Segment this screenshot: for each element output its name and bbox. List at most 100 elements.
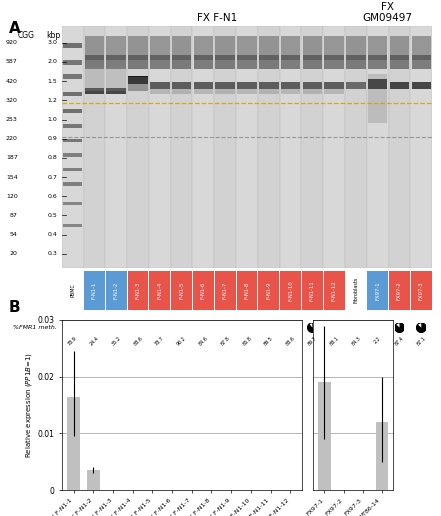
Circle shape — [286, 323, 295, 332]
Text: 0.7: 0.7 — [48, 174, 57, 180]
Wedge shape — [116, 323, 121, 331]
Bar — [106, 55, 126, 70]
Text: 0.3: 0.3 — [48, 251, 57, 256]
Bar — [128, 75, 148, 84]
Circle shape — [177, 323, 187, 332]
Text: A: A — [9, 21, 21, 36]
Bar — [324, 82, 344, 94]
Bar — [375, 422, 388, 490]
Text: %FMR1 meth.: %FMR1 meth. — [14, 325, 57, 330]
Bar — [318, 382, 331, 490]
Bar — [389, 26, 411, 268]
Circle shape — [155, 323, 164, 332]
Bar — [390, 55, 409, 70]
Bar — [390, 82, 409, 89]
Text: 2.2: 2.2 — [373, 336, 382, 345]
Bar — [106, 88, 126, 94]
Circle shape — [242, 323, 252, 332]
Text: 1.0: 1.0 — [48, 117, 57, 122]
Bar — [150, 82, 170, 89]
Bar — [171, 26, 192, 268]
Bar — [215, 82, 235, 94]
Text: 35.2: 35.2 — [111, 336, 122, 347]
Bar — [281, 82, 300, 94]
Text: 90.2: 90.2 — [176, 336, 187, 347]
Wedge shape — [351, 323, 361, 332]
Text: F-N1-9: F-N1-9 — [266, 282, 271, 299]
Wedge shape — [242, 323, 252, 332]
Bar — [87, 471, 100, 490]
Bar — [63, 139, 82, 142]
Bar — [215, 36, 235, 60]
Bar — [346, 55, 366, 70]
Wedge shape — [68, 323, 78, 332]
Bar — [259, 36, 279, 60]
Bar — [236, 26, 258, 268]
Circle shape — [307, 323, 317, 332]
Text: F-N1-8: F-N1-8 — [244, 282, 250, 299]
Bar — [194, 36, 213, 60]
Bar — [215, 55, 235, 70]
Text: 54: 54 — [10, 232, 18, 237]
Text: 0.8: 0.8 — [48, 155, 57, 160]
Circle shape — [329, 323, 339, 332]
Bar — [172, 82, 191, 89]
Bar — [63, 224, 82, 227]
Text: Fibroblasts: Fibroblasts — [353, 277, 359, 303]
Bar — [194, 82, 213, 94]
Text: 920: 920 — [6, 40, 18, 45]
Text: 20: 20 — [10, 251, 18, 256]
Bar — [259, 82, 279, 89]
Bar — [302, 26, 323, 268]
Text: 320: 320 — [6, 98, 18, 103]
Bar — [85, 88, 104, 94]
Bar — [172, 55, 191, 70]
Bar — [411, 82, 431, 89]
Text: 87.8: 87.8 — [220, 336, 231, 347]
Bar — [128, 77, 148, 91]
Bar — [237, 55, 257, 70]
Text: 2.0: 2.0 — [48, 59, 57, 64]
Bar — [390, 36, 409, 60]
Bar — [105, 26, 127, 268]
Text: F-N1-6: F-N1-6 — [201, 282, 206, 299]
Text: 154: 154 — [6, 174, 18, 180]
Wedge shape — [133, 323, 143, 332]
Text: 420: 420 — [6, 78, 18, 84]
Text: 3.0: 3.0 — [48, 40, 57, 45]
Bar — [280, 26, 302, 268]
Bar — [63, 168, 82, 171]
Text: 89.7: 89.7 — [307, 336, 318, 347]
Text: 1.5: 1.5 — [48, 78, 57, 84]
Text: CGG: CGG — [18, 30, 35, 40]
Bar — [411, 26, 432, 268]
Bar — [67, 396, 80, 490]
Bar — [324, 55, 344, 70]
Text: 220: 220 — [6, 136, 18, 141]
Y-axis label: Relative expression ($PP1B$=1): Relative expression ($PP1B$=1) — [24, 352, 34, 458]
Circle shape — [198, 323, 208, 332]
Bar — [411, 55, 431, 70]
Bar — [237, 82, 257, 89]
Bar — [63, 43, 82, 47]
Bar — [192, 26, 214, 268]
Bar — [281, 36, 300, 60]
Circle shape — [264, 323, 273, 332]
Wedge shape — [264, 323, 273, 332]
Bar — [172, 36, 191, 60]
Text: 88.6: 88.6 — [132, 336, 144, 347]
Bar — [63, 182, 82, 186]
Text: FX97-2: FX97-2 — [397, 281, 402, 300]
Bar — [281, 55, 300, 70]
Bar — [63, 109, 82, 113]
Text: FX97-1: FX97-1 — [375, 281, 380, 300]
Text: PBMC: PBMC — [70, 283, 75, 297]
Text: 87: 87 — [10, 213, 18, 218]
Text: 24.4: 24.4 — [89, 336, 100, 347]
Bar — [63, 124, 82, 127]
Bar — [346, 82, 366, 89]
Bar — [324, 82, 344, 89]
Wedge shape — [198, 323, 208, 332]
Bar — [368, 74, 388, 123]
Bar — [172, 82, 191, 94]
